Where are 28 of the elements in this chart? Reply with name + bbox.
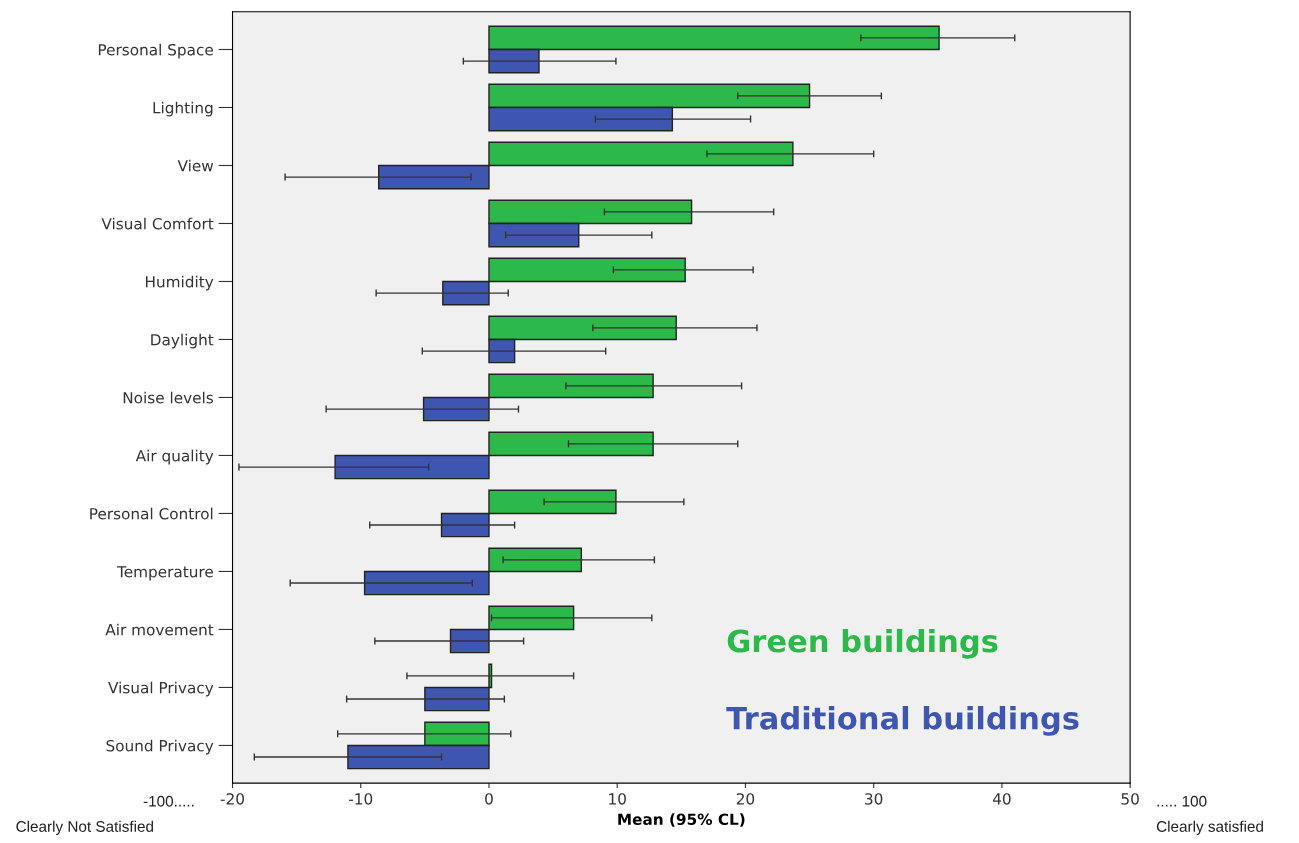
x-tick-label: 20	[736, 793, 755, 805]
y-tick-label: Temperature	[116, 566, 213, 581]
y-tick-label: Sound Privacy	[106, 739, 214, 755]
x-tick-label: 0	[485, 793, 493, 805]
y-tick-label: Noise levels	[123, 391, 214, 404]
text: ..... 100	[1157, 795, 1207, 807]
y-tick-label: Visual Comfort	[101, 217, 214, 230]
text: Clearly Not Satisfied	[16, 820, 154, 835]
x-tick-label: 40	[992, 793, 1011, 805]
x-tick-label: -10	[349, 793, 373, 805]
y-tick-label: View	[177, 159, 214, 172]
y-tick-label: Air movement	[105, 623, 214, 636]
y-tick-label: Personal Control	[90, 507, 213, 520]
x-tick-label: 30	[865, 793, 883, 805]
y-tick-label: Visual Privacy	[108, 681, 214, 697]
text: -100.....	[143, 795, 194, 807]
y-tick-label: Lighting	[153, 101, 213, 117]
y-tick-label: Air quality	[135, 449, 214, 465]
text: Clearly satisfied	[1156, 820, 1263, 835]
x-axis-title: Mean (95% CL)	[618, 813, 745, 827]
text: Traditional buildings	[726, 706, 1079, 736]
y-tick-label: Personal Space	[98, 43, 213, 59]
y-tick-label: Daylight	[151, 333, 214, 349]
x-tick-label: 50	[1121, 793, 1139, 805]
y-tick-label: Humidity	[146, 275, 214, 291]
x-tick-label: -20	[220, 793, 244, 805]
x-tick-label: 10	[609, 793, 626, 805]
text: Green buildings	[727, 628, 998, 659]
